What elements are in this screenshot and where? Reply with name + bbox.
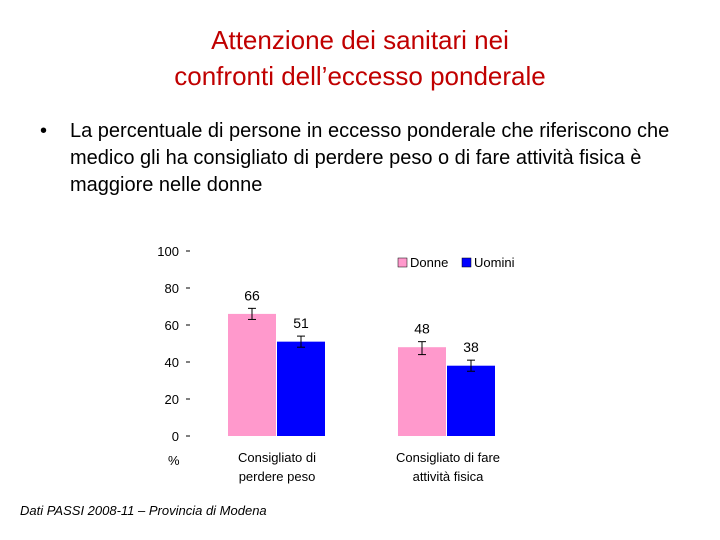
bar-donne-1 — [398, 347, 446, 436]
legend-swatch-donne — [397, 257, 408, 268]
y-tick-label: 100 — [157, 244, 179, 259]
footer-source: Dati PASSI 2008-11 – Provincia di Modena — [20, 503, 267, 518]
data-label: 51 — [293, 315, 309, 331]
category-label: perdere peso — [239, 469, 316, 484]
bullet-point: • La percentuale di persone in eccesso p… — [40, 118, 700, 199]
data-label: 66 — [244, 287, 260, 303]
y-axis-label: % — [168, 453, 180, 468]
y-tick-label: 20 — [165, 392, 179, 407]
bar-uomini-0 — [277, 341, 325, 436]
bar-donne-0 — [228, 313, 276, 436]
bullet-icon: • — [40, 120, 48, 142]
legend-swatch-uomini — [461, 257, 472, 268]
y-tick-label: 80 — [165, 281, 179, 296]
category-label: Consigliato di — [238, 450, 316, 465]
y-tick-label: 0 — [172, 429, 179, 444]
legend-label-uomini: Uomini — [474, 255, 515, 270]
y-tick-label: 40 — [165, 355, 179, 370]
bar-chart: 0 20 40 60 80 100% 66 48 51 38 Consigliato di perde… — [157, 244, 515, 484]
data-label: 38 — [463, 339, 479, 355]
title-line-2: confronti dell’eccesso ponderale — [174, 61, 546, 91]
slide-title: Attenzione dei sanitari nei confronti de… — [0, 22, 720, 94]
category-label: attività fisica — [413, 469, 485, 484]
data-label: 48 — [414, 321, 430, 337]
category-label: Consigliato di fare — [396, 450, 500, 465]
y-tick-label: 60 — [165, 318, 179, 333]
title-line-1: Attenzione dei sanitari nei — [211, 25, 509, 55]
legend-label-donne: Donne — [410, 255, 448, 270]
bullet-text: La percentuale di persone in eccesso pon… — [70, 120, 670, 196]
bar-uomini-1 — [447, 365, 495, 436]
